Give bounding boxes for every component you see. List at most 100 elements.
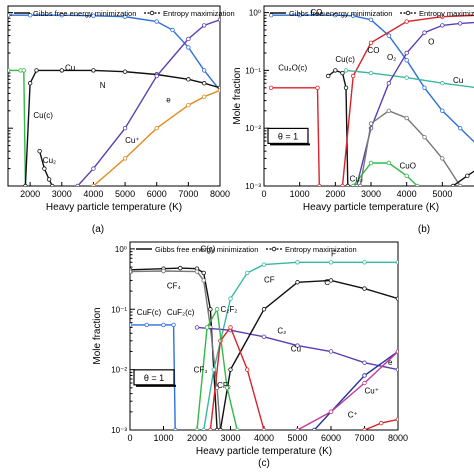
series-marker: [27, 13, 33, 18]
x-tick-label: 0: [127, 433, 132, 443]
series-marker: [186, 77, 191, 82]
series-marker: [130, 322, 133, 328]
curve-label: C₂F₂: [220, 305, 237, 314]
series-marker: [8, 68, 11, 73]
series-marker: [178, 265, 183, 271]
curve-label: ₂: [10, 8, 13, 17]
series-marker: [465, 173, 470, 179]
series-marker: [228, 296, 233, 301]
series-group: [268, 13, 474, 186]
curve-label: CuO: [400, 162, 416, 171]
series-marker: [91, 13, 96, 18]
plot-frame: [7, 5, 221, 187]
series-marker: [37, 148, 42, 154]
series-marker: [154, 125, 159, 131]
series-marker: [333, 68, 338, 73]
y-tick-label: 10⁰: [249, 9, 261, 18]
series-marker: [144, 322, 149, 328]
series-marker: [386, 33, 392, 38]
series-marker: [395, 367, 398, 372]
series-marker: [386, 108, 392, 113]
x-axis-label: Heavy particle temperature (K): [196, 446, 332, 457]
curve-label: C: [324, 278, 330, 287]
y-tick-label: 10⁰: [115, 245, 127, 254]
series-marker: [362, 286, 367, 291]
series-marker: [201, 94, 207, 99]
series-marker: [21, 68, 27, 73]
series-marker: [261, 427, 267, 430]
series-marker: [59, 13, 64, 18]
x-tick-label: 6000: [321, 433, 341, 443]
series-marker: [91, 68, 96, 73]
x-axis-label: Heavy particle temperature (K): [46, 202, 182, 213]
series-marker: [208, 307, 213, 312]
x-tick-label: 7000: [178, 189, 198, 199]
series-marker: [161, 268, 166, 274]
x-tick-label: 2000: [325, 189, 345, 199]
series-marker: [208, 427, 213, 430]
series-marker: [422, 85, 427, 90]
series-marker: [161, 322, 166, 328]
series-marker: [194, 269, 200, 274]
legend-label-gibbs: Gibbs free energy minimization: [155, 245, 258, 254]
y-tick-label: 10⁻³: [111, 426, 127, 435]
series-marker: [328, 409, 334, 415]
theta-label: θ = 1: [144, 373, 164, 383]
series-marker: [343, 85, 349, 90]
series-marker: [395, 260, 398, 265]
series-line: [452, 170, 474, 186]
series-group: [8, 13, 220, 186]
curve-label: e: [166, 95, 171, 104]
series-marker: [295, 343, 300, 348]
series-marker: [422, 134, 427, 140]
curve-label: C⁺: [348, 411, 358, 420]
series-marker: [333, 13, 338, 18]
series-marker: [312, 427, 317, 430]
series-marker: [362, 360, 367, 365]
theta-box-shadow: [270, 143, 310, 146]
series-marker: [368, 160, 374, 166]
curve-label: CF₃: [194, 365, 208, 374]
series-marker: [440, 14, 445, 19]
series-marker: [362, 373, 367, 378]
series-marker: [8, 13, 11, 18]
series-marker: [261, 262, 267, 267]
series-marker: [217, 17, 220, 23]
curve-label: Cu: [453, 76, 463, 85]
series-marker: [261, 307, 267, 312]
panel-label-a: (a): [92, 224, 104, 235]
series-line: [219, 279, 398, 430]
series-marker: [268, 85, 274, 90]
series-line: [359, 110, 461, 186]
series-marker: [295, 260, 300, 265]
series-marker: [295, 280, 300, 285]
curve-label: Cu₂: [43, 156, 56, 165]
series-marker: [228, 325, 233, 330]
series-marker: [379, 420, 384, 426]
series-marker: [186, 45, 191, 50]
y-tick-label: 10⁻¹: [111, 305, 127, 314]
series-marker: [91, 166, 96, 171]
legend-label-entropy: Entropy maximization: [163, 9, 235, 18]
series-marker: [201, 427, 206, 430]
x-tick-label: 5000: [287, 433, 307, 443]
series-marker: [328, 278, 334, 283]
series-marker: [368, 40, 374, 46]
x-tick-label: 3000: [220, 433, 240, 443]
series-marker: [404, 173, 409, 179]
legend-label-entropy: Entropy maximization: [285, 245, 357, 254]
series-marker: [404, 19, 409, 24]
series-marker: [350, 183, 356, 186]
curve-label: Cu: [291, 344, 301, 353]
series-marker: [350, 73, 356, 79]
x-tick-label: 6000: [147, 189, 167, 199]
x-tick-label: 7000: [354, 433, 374, 443]
x-tick-label: 4000: [83, 189, 103, 199]
series-line: [24, 69, 220, 186]
series-marker: [354, 183, 359, 186]
series-marker: [245, 270, 250, 276]
series-marker: [214, 307, 220, 312]
series-marker: [122, 125, 128, 131]
series-marker: [91, 183, 96, 186]
legend-label-entropy: Entropy maximization: [419, 9, 474, 18]
